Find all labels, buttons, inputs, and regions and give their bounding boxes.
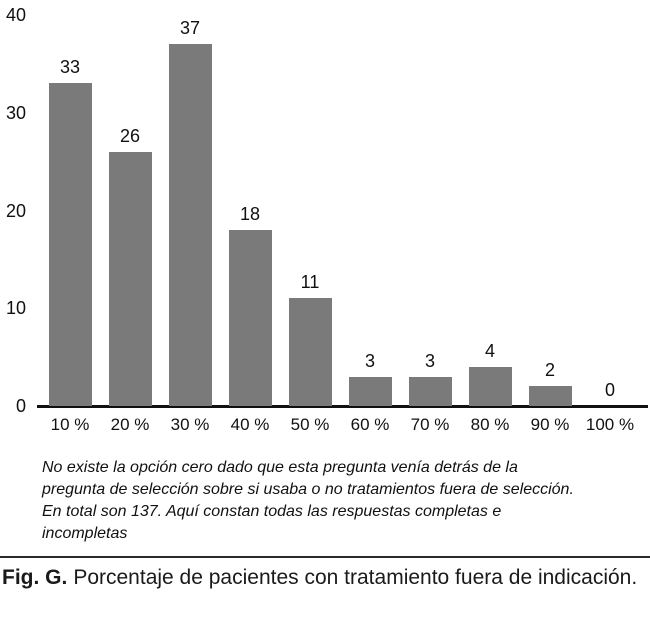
x-axis-tick-label: 30 % — [170, 415, 210, 434]
bar-value-label: 4 — [484, 341, 495, 361]
bar-value-label: 2 — [544, 360, 555, 380]
x-axis-tick-label: 70 % — [410, 415, 450, 434]
y-axis-tick-label: 10 — [5, 298, 26, 319]
x-axis-tick-label: 50 % — [290, 415, 330, 434]
bar — [108, 152, 152, 406]
figure-caption-label: Fig. G. — [2, 566, 68, 589]
figure-caption-text: Porcentaje de pacientes con tratamiento … — [73, 566, 638, 589]
chart-footnote: No existe la opción cero dado que esta p… — [42, 457, 642, 545]
bar-value-label: 18 — [239, 204, 261, 224]
y-axis-tick-label: 40 — [5, 5, 26, 25]
bar-value-label: 33 — [59, 57, 81, 77]
bar — [228, 230, 272, 406]
bar — [168, 44, 212, 406]
x-axis-tick-label: 60 % — [350, 415, 390, 434]
x-axis-tick-label: 20 % — [110, 415, 150, 434]
bar-value-label: 0 — [604, 380, 615, 400]
x-axis-tick-label: 10 % — [50, 415, 90, 434]
bar-value-label: 3 — [364, 351, 375, 371]
bar-value-label: 3 — [424, 351, 435, 371]
footnote-line: En total son 137. Aquí constan todas las… — [42, 503, 502, 520]
footnote-line: pregunta de selección sobre si usaba o n… — [42, 481, 574, 498]
x-axis-tick-label: 100 % — [585, 415, 635, 434]
bar — [48, 83, 92, 406]
y-axis-tick-label: 0 — [15, 396, 26, 416]
bar — [348, 377, 392, 406]
bar-value-label: 37 — [179, 18, 201, 38]
x-axis-tick-label: 40 % — [230, 415, 270, 434]
bar — [408, 377, 452, 406]
footnote-line: incompletas — [42, 525, 128, 542]
footnote-line: No existe la opción cero dado que esta p… — [42, 459, 518, 476]
x-axis-line — [37, 405, 648, 408]
caption-divider — [0, 556, 650, 558]
x-axis-tick-label: 80 % — [470, 415, 510, 434]
y-axis-tick-label: 30 — [5, 102, 26, 123]
figure-caption: Fig. G. Porcentaje de pacientes con trata… — [2, 564, 648, 591]
bar-value-label: 11 — [300, 272, 320, 292]
bar-chart: 0 10 20 30 40 33 10 % 26 20 % 37 30 % 18 40 % 11 50 % 3… — [5, 5, 648, 434]
x-axis-tick-label: 90 % — [530, 415, 570, 434]
bar-value-label: 26 — [119, 126, 141, 146]
bar — [528, 386, 572, 406]
bar — [468, 367, 512, 406]
y-axis-tick-label: 20 — [5, 200, 26, 221]
bar — [288, 298, 332, 406]
